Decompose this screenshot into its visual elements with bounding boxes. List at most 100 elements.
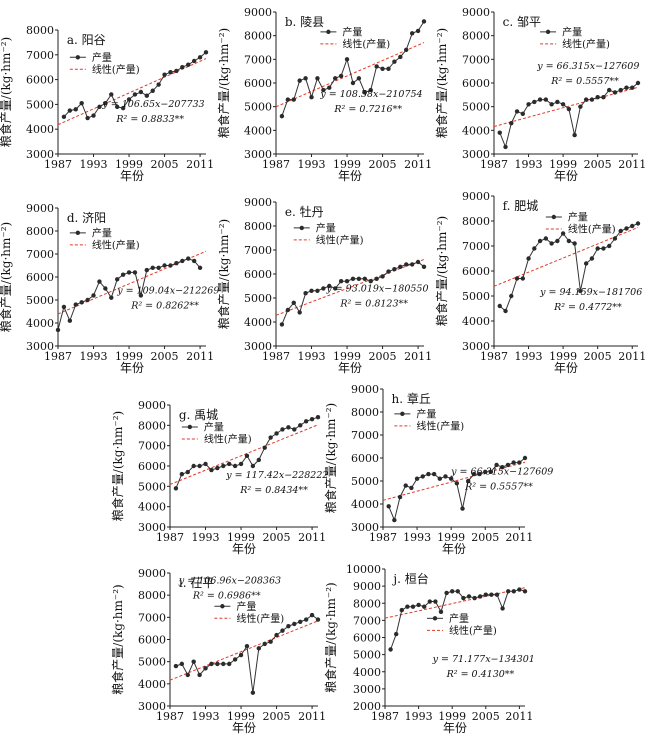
y-tick-label: 5000 xyxy=(462,290,490,303)
y-tick-label: 9000 xyxy=(138,567,166,580)
y-tick-label: 6000 xyxy=(244,268,272,281)
x-axis-label: 年份 xyxy=(232,721,256,734)
x-tick-label: 2005 xyxy=(369,350,397,363)
data-point xyxy=(227,461,232,467)
data-point xyxy=(315,415,321,420)
data-point xyxy=(517,587,522,592)
y-tick-label: 6000 xyxy=(462,77,490,90)
data-point xyxy=(203,50,209,55)
data-point xyxy=(472,595,477,601)
data-point xyxy=(285,307,291,313)
data-point xyxy=(303,617,309,622)
chart-panel-8: 3000 4000 5000 6000 7000 8000 9000 1987 1993 1999… xyxy=(323,383,553,556)
data-point xyxy=(399,607,404,613)
data-point xyxy=(443,474,448,479)
y-tick-label: 3000 xyxy=(353,683,381,696)
x-tick-label: 1993 xyxy=(192,710,220,723)
data-point xyxy=(511,589,516,594)
data-point xyxy=(589,256,595,261)
data-point xyxy=(126,270,132,275)
data-point xyxy=(448,476,454,481)
x-tick-label: 2005 xyxy=(584,350,612,363)
y-tick-label: 7000 xyxy=(462,240,490,253)
y-tick-label: 3000 xyxy=(244,340,272,353)
data-point xyxy=(191,58,197,64)
data-point xyxy=(555,99,560,105)
data-point xyxy=(392,517,397,523)
y-tick-label: 3000 xyxy=(26,340,54,353)
legend-trend-label: 线性(产量) xyxy=(92,63,140,76)
x-tick-label: 1993 xyxy=(515,158,543,171)
data-point xyxy=(532,246,537,251)
x-tick-label: 1987 xyxy=(371,710,399,723)
data-point xyxy=(298,423,303,428)
data-point xyxy=(618,87,623,93)
data-point xyxy=(132,270,138,275)
data-point xyxy=(250,690,256,695)
x-axis-label: 年份 xyxy=(554,169,578,183)
data-point xyxy=(262,445,267,450)
data-point xyxy=(174,68,179,74)
r-squared-label: R² = 0.8434** xyxy=(239,485,308,496)
chart-title: b. 陵县 xyxy=(285,15,324,29)
chart-panel-10: 2000 3000 4000 5000 6000 7000 8000 9000 10000 198… xyxy=(323,563,535,734)
chart-title: i. 茌平 xyxy=(179,576,214,590)
y-tick-label: 3000 xyxy=(138,700,166,713)
legend-series-marker xyxy=(545,29,551,35)
data-point xyxy=(344,57,350,62)
data-point xyxy=(409,262,415,267)
data-point xyxy=(280,628,285,633)
x-tick-label: 1993 xyxy=(403,531,431,544)
data-point xyxy=(85,297,90,303)
data-point xyxy=(601,95,606,100)
data-point xyxy=(460,506,465,511)
y-tick-label: 8000 xyxy=(351,406,379,419)
data-point xyxy=(560,102,566,107)
y-tick-label: 7000 xyxy=(351,429,379,442)
y-tick-label: 3000 xyxy=(462,340,490,353)
data-point xyxy=(333,286,338,291)
data-point xyxy=(315,617,321,622)
data-point xyxy=(421,264,427,269)
data-point xyxy=(392,59,397,64)
trend-line xyxy=(57,58,207,126)
regression-equation: y = 108.58x−210754 xyxy=(319,89,422,100)
y-tick-label: 4000 xyxy=(26,317,54,330)
y-tick-label: 7000 xyxy=(244,244,272,257)
x-tick-label: 1999 xyxy=(438,710,466,723)
legend-series-label: 产量 xyxy=(92,226,112,239)
chart-panel-7: 3000 4000 5000 6000 7000 8000 9000 1987 1993 1999… xyxy=(110,399,328,556)
legend-trend-label: 线性(产量) xyxy=(316,233,364,246)
legend-series-marker xyxy=(299,225,304,231)
data-point xyxy=(477,471,482,477)
data-point xyxy=(197,55,203,60)
data-point xyxy=(173,486,179,491)
data-point xyxy=(503,144,508,150)
data-point xyxy=(333,76,338,81)
x-tick-label: 1993 xyxy=(298,350,326,363)
y-tick-label: 9000 xyxy=(244,6,272,19)
data-point xyxy=(612,236,618,241)
data-point xyxy=(156,82,161,87)
chart-title: d. 济阳 xyxy=(67,210,106,225)
legend-trend-label: 线性(产量) xyxy=(204,432,252,445)
x-tick-label: 2011 xyxy=(404,350,432,363)
data-point xyxy=(168,69,173,75)
data-point xyxy=(215,661,220,667)
data-point xyxy=(103,100,108,106)
x-tick-label: 1987 xyxy=(369,531,397,544)
x-axis-label: 年份 xyxy=(120,169,144,183)
y-tick-label: 5000 xyxy=(244,101,272,114)
regression-equation: y = 106.96x−208363 xyxy=(178,576,281,587)
x-tick-label: 2011 xyxy=(186,350,214,363)
y-tick-label: 5000 xyxy=(353,649,381,662)
data-point xyxy=(489,592,494,597)
y-tick-label: 4000 xyxy=(138,501,166,514)
legend-trend-label: 线性(产量) xyxy=(416,419,464,432)
y-tick-label: 8000 xyxy=(138,589,166,602)
data-point xyxy=(203,461,208,467)
y-tick-label: 6000 xyxy=(138,634,166,647)
data-point xyxy=(595,95,600,100)
data-point xyxy=(109,92,114,97)
data-point xyxy=(103,286,108,291)
